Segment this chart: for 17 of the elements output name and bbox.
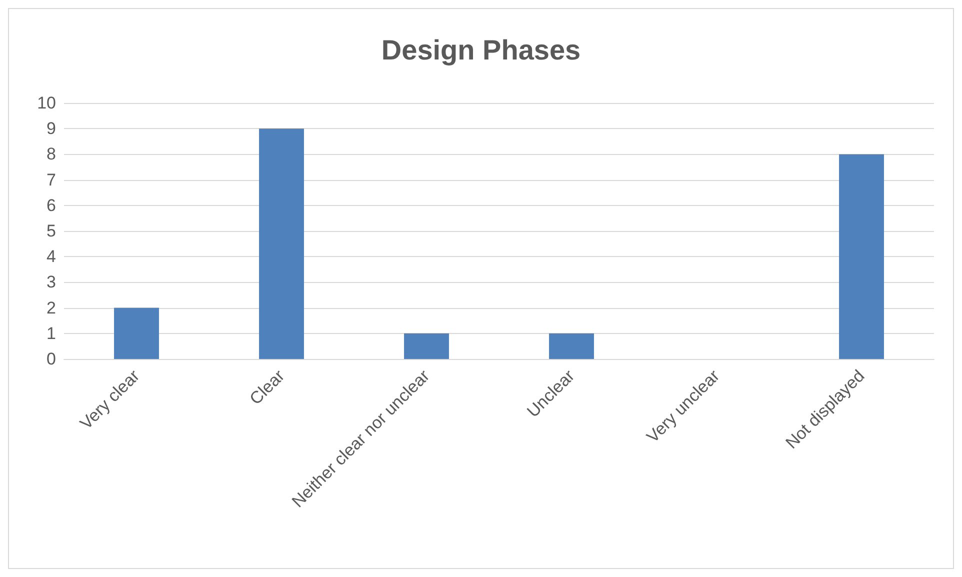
- y-tick-label: 1: [46, 324, 56, 343]
- y-tick-label: 7: [46, 170, 56, 190]
- bar: [404, 333, 449, 359]
- bar: [839, 154, 884, 359]
- y-tick-label: 9: [46, 119, 56, 138]
- y-tick-label: 5: [46, 222, 56, 240]
- y-tick-label: 0: [46, 350, 56, 368]
- y-tick-label: 6: [46, 196, 56, 215]
- bar: [259, 128, 304, 359]
- bar: [549, 333, 594, 359]
- y-tick-label: 8: [46, 144, 56, 164]
- y-tick-label: 10: [37, 94, 56, 112]
- y-tick-label: 3: [46, 272, 56, 292]
- y-tick-label: 4: [46, 247, 56, 266]
- chart-title: Design Phases: [381, 34, 581, 66]
- y-tick-label: 2: [46, 298, 56, 318]
- bar: [114, 308, 159, 359]
